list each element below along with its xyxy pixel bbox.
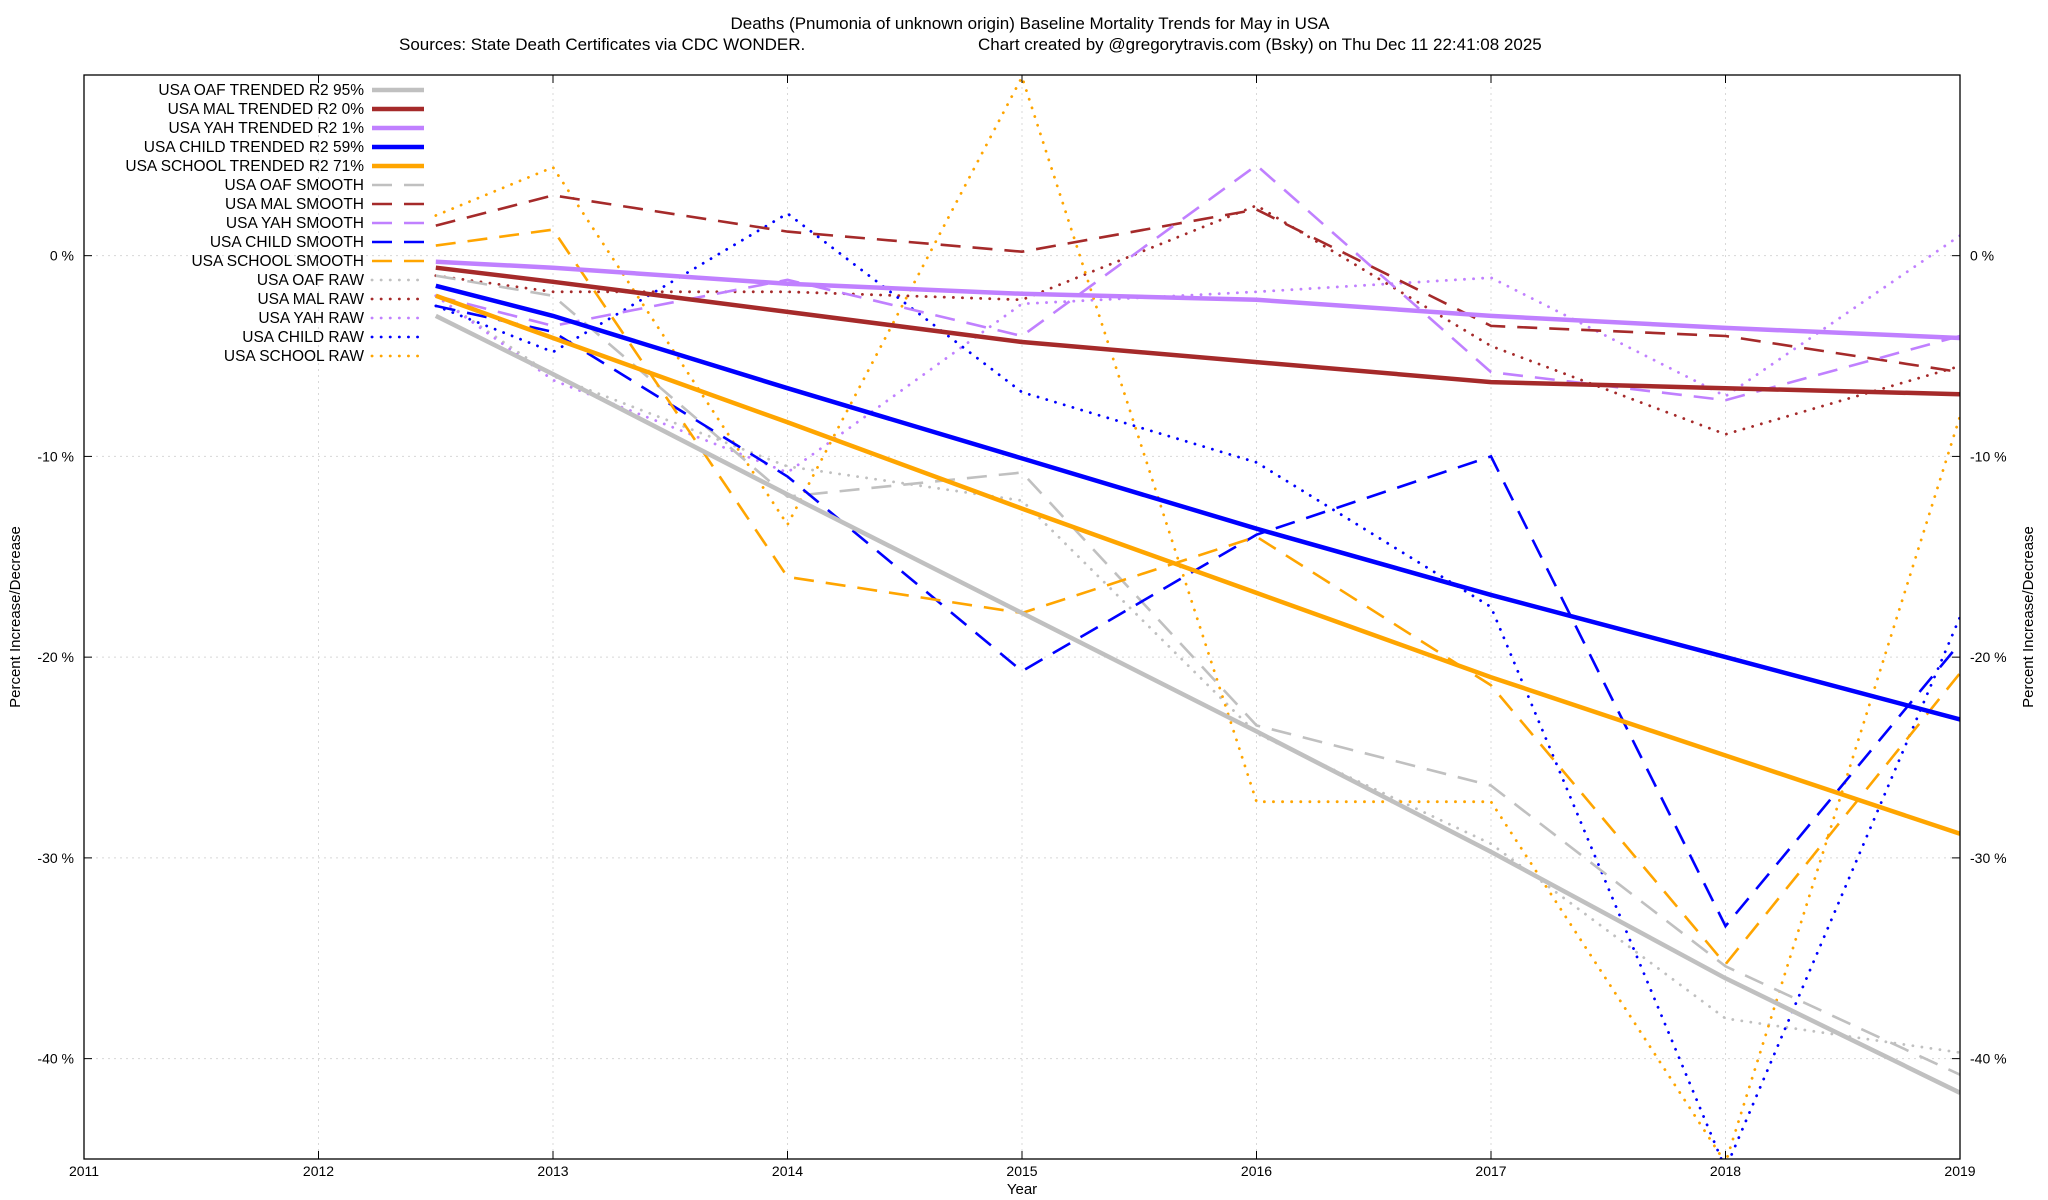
series-line-usa-mal-raw	[434, 203, 1960, 436]
legend-label: USA OAF RAW	[257, 272, 364, 289]
series-line-usa-child-raw	[434, 211, 1960, 1159]
legend-label: USA SCHOOL TRENDED R2 71%	[125, 158, 364, 175]
series-line-usa-yah-trended-r2-1	[435, 259, 1960, 341]
series-line-usa-yah-raw	[434, 234, 1960, 475]
legend-label: USA CHILD RAW	[242, 329, 364, 346]
x-tick-label: 2012	[303, 1163, 334, 1179]
series-line-usa-school-raw	[434, 75, 1960, 1159]
legend-label: USA SCHOOL SMOOTH	[191, 253, 364, 270]
x-tick-label: 2017	[1475, 1163, 1506, 1179]
grid	[84, 75, 1960, 1159]
legend-label: USA MAL RAW	[257, 291, 364, 308]
chart-subtitle-sources: Sources: State Death Certificates via CD…	[399, 35, 805, 54]
x-tick-label: 2014	[772, 1163, 803, 1179]
series-line-usa-mal-trended-r2-0	[435, 265, 1960, 397]
x-tick-label: 2013	[537, 1163, 568, 1179]
y-axis-label-right: Percent Increase/Decrease	[2020, 526, 2037, 708]
y-tick-label-left: -30 %	[37, 850, 74, 866]
y-axis-label-left: Percent Increase/Decrease	[7, 526, 24, 708]
x-tick-label: 2015	[1006, 1163, 1037, 1179]
y-tick-label-right: 0 %	[1970, 248, 1994, 264]
y-tick-label-right: -20 %	[1970, 649, 2007, 665]
x-tick-label: 2016	[1241, 1163, 1272, 1179]
series-line-usa-school-trended-r2-71	[435, 293, 1960, 836]
x-tick-label: 2011	[69, 1163, 99, 1179]
legend-label: USA YAH RAW	[258, 310, 364, 327]
x-tick-label: 2019	[1944, 1163, 1975, 1179]
y-tick-label-left: 0 %	[50, 248, 74, 264]
legend: USA OAF TRENDED R2 95% USA MAL TRENDED R2…	[125, 82, 426, 365]
series-layer	[434, 75, 1960, 1159]
x-axis-label: Year	[1007, 1181, 1037, 1198]
legend-label: USA SCHOOL RAW	[224, 348, 364, 365]
legend-label: USA CHILD SMOOTH	[210, 234, 364, 251]
y-tick-label-right: -40 %	[1970, 1051, 2007, 1067]
legend-label: USA YAH TRENDED R2 1%	[168, 120, 364, 137]
legend-label: USA OAF SMOOTH	[224, 177, 364, 194]
legend-label: USA MAL SMOOTH	[225, 196, 364, 213]
series-line-usa-oaf-raw	[434, 294, 1960, 1054]
y-tick-label-left: -10 %	[37, 448, 74, 464]
legend-label: USA MAL TRENDED R2 0%	[168, 101, 365, 118]
series-line-usa-child-trended-r2-59	[435, 283, 1960, 722]
legend-label: USA OAF TRENDED R2 95%	[158, 82, 364, 99]
y-tick-label-left: -20 %	[37, 649, 74, 665]
series-line-usa-yah-smooth	[435, 163, 1960, 402]
series-line-usa-school-smooth	[435, 228, 1960, 967]
chart-title: Deaths (Pnumonia of unknown origin) Base…	[730, 14, 1330, 33]
series-line-usa-oaf-trended-r2-95	[434, 313, 1960, 1095]
series-line-usa-mal-smooth	[435, 194, 1960, 374]
axis-ticks: 2011 2012 2013 2014 2015 2016 2017 2018 2019 0 % 0…	[37, 75, 2007, 1179]
series-line-usa-oaf-smooth	[435, 274, 1960, 1076]
legend-label: USA YAH SMOOTH	[226, 215, 364, 232]
legend-label: USA CHILD TRENDED R2 59%	[144, 139, 364, 156]
y-tick-label-right: -30 %	[1970, 850, 2007, 866]
chart-subtitle-credit: Chart created by @gregorytravis.com (Bsk…	[978, 35, 1542, 54]
y-tick-label-right: -10 %	[1970, 448, 2007, 464]
y-tick-label-left: -40 %	[37, 1051, 74, 1067]
series-line-usa-child-smooth	[435, 304, 1960, 929]
x-tick-label: 2018	[1710, 1163, 1741, 1179]
